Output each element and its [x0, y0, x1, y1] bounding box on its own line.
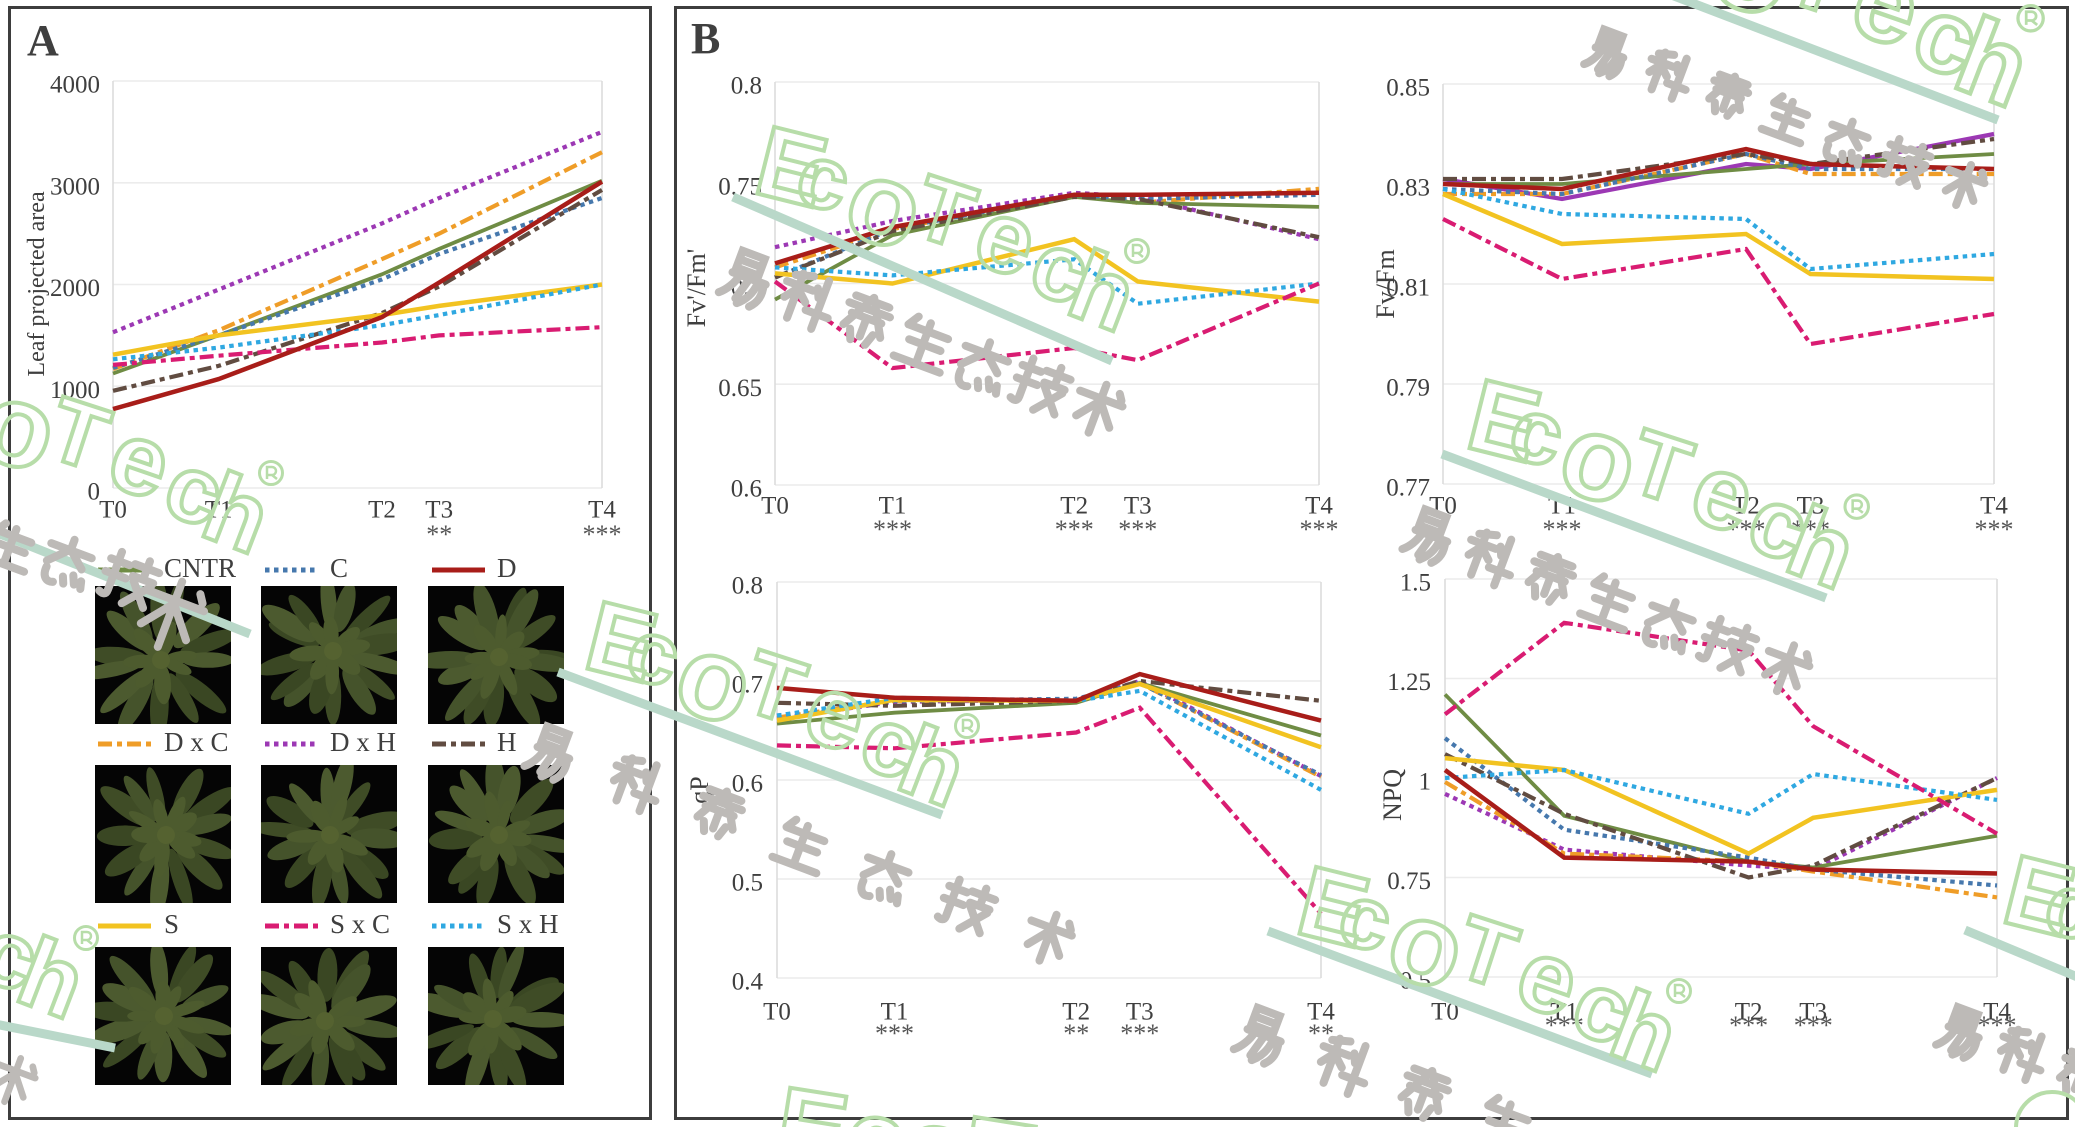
svg-text:0.85: 0.85 — [1386, 75, 1430, 102]
svg-text:A: A — [27, 16, 59, 65]
svg-text:T2: T2 — [368, 497, 396, 524]
svg-text:Fv/Fm: Fv/Fm — [1371, 249, 1400, 318]
svg-text:Leaf projected area: Leaf projected area — [24, 191, 50, 377]
svg-text:T2: T2 — [1060, 493, 1088, 520]
svg-text:T4: T4 — [588, 497, 616, 524]
svg-text:D x C: D x C — [164, 727, 229, 757]
svg-text:***: *** — [875, 1019, 914, 1048]
svg-text:D x H: D x H — [330, 727, 396, 757]
svg-text:***: *** — [1118, 515, 1157, 544]
svg-text:T4: T4 — [1305, 493, 1333, 520]
svg-text:Fv'/Fm': Fv'/Fm' — [682, 249, 711, 328]
svg-text:S x C: S x C — [330, 909, 390, 939]
svg-text:***: *** — [1300, 515, 1339, 544]
svg-text:T2: T2 — [1735, 999, 1763, 1026]
svg-text:T3: T3 — [1799, 999, 1827, 1026]
svg-text:0.81: 0.81 — [1386, 275, 1430, 302]
svg-text:0.65: 0.65 — [718, 375, 762, 402]
svg-text:T2: T2 — [1062, 999, 1090, 1026]
svg-text:2000: 2000 — [50, 275, 100, 302]
svg-text:T4: T4 — [1983, 999, 2011, 1026]
svg-text:T0: T0 — [763, 999, 791, 1026]
svg-text:S: S — [164, 909, 179, 939]
svg-text:1.5: 1.5 — [1400, 570, 1431, 597]
svg-text:**: ** — [1063, 1019, 1089, 1048]
svg-text:**: ** — [426, 520, 452, 549]
svg-text:0.5: 0.5 — [732, 870, 763, 897]
svg-text:H: H — [497, 727, 517, 757]
svg-text:B: B — [691, 14, 720, 63]
svg-text:4000: 4000 — [50, 72, 100, 99]
svg-text:***: *** — [1794, 1011, 1833, 1040]
svg-text:***: *** — [1729, 1011, 1768, 1040]
svg-text:0.83: 0.83 — [1386, 175, 1430, 202]
svg-text:D: D — [497, 553, 517, 583]
svg-text:T3: T3 — [1124, 493, 1152, 520]
svg-text:1: 1 — [1419, 769, 1432, 796]
svg-text:T1: T1 — [879, 493, 907, 520]
svg-text:T1: T1 — [881, 999, 909, 1026]
svg-text:0.4: 0.4 — [732, 969, 764, 996]
svg-text:0.77: 0.77 — [1386, 475, 1430, 502]
svg-text:***: *** — [1120, 1019, 1159, 1048]
svg-text:T4: T4 — [1307, 999, 1335, 1026]
svg-text:T3: T3 — [1126, 999, 1154, 1026]
svg-text:T3: T3 — [425, 497, 453, 524]
svg-text:0.8: 0.8 — [731, 73, 762, 100]
svg-text:***: *** — [583, 520, 622, 549]
svg-text:0.6: 0.6 — [731, 476, 762, 503]
svg-text:***: *** — [1975, 515, 2014, 544]
svg-text:3000: 3000 — [50, 174, 100, 201]
svg-text:0.6: 0.6 — [732, 771, 763, 798]
svg-text:NPQ: NPQ — [1378, 769, 1407, 821]
svg-text:T0: T0 — [761, 493, 789, 520]
svg-text:C: C — [330, 553, 348, 583]
svg-text:S x H: S x H — [497, 909, 559, 939]
svg-text:***: *** — [873, 515, 912, 544]
svg-text:1.25: 1.25 — [1387, 669, 1431, 696]
svg-text:0.8: 0.8 — [732, 573, 763, 600]
svg-text:0.79: 0.79 — [1386, 375, 1430, 402]
svg-text:T4: T4 — [1980, 493, 2008, 520]
svg-text:***: *** — [1055, 515, 1094, 544]
